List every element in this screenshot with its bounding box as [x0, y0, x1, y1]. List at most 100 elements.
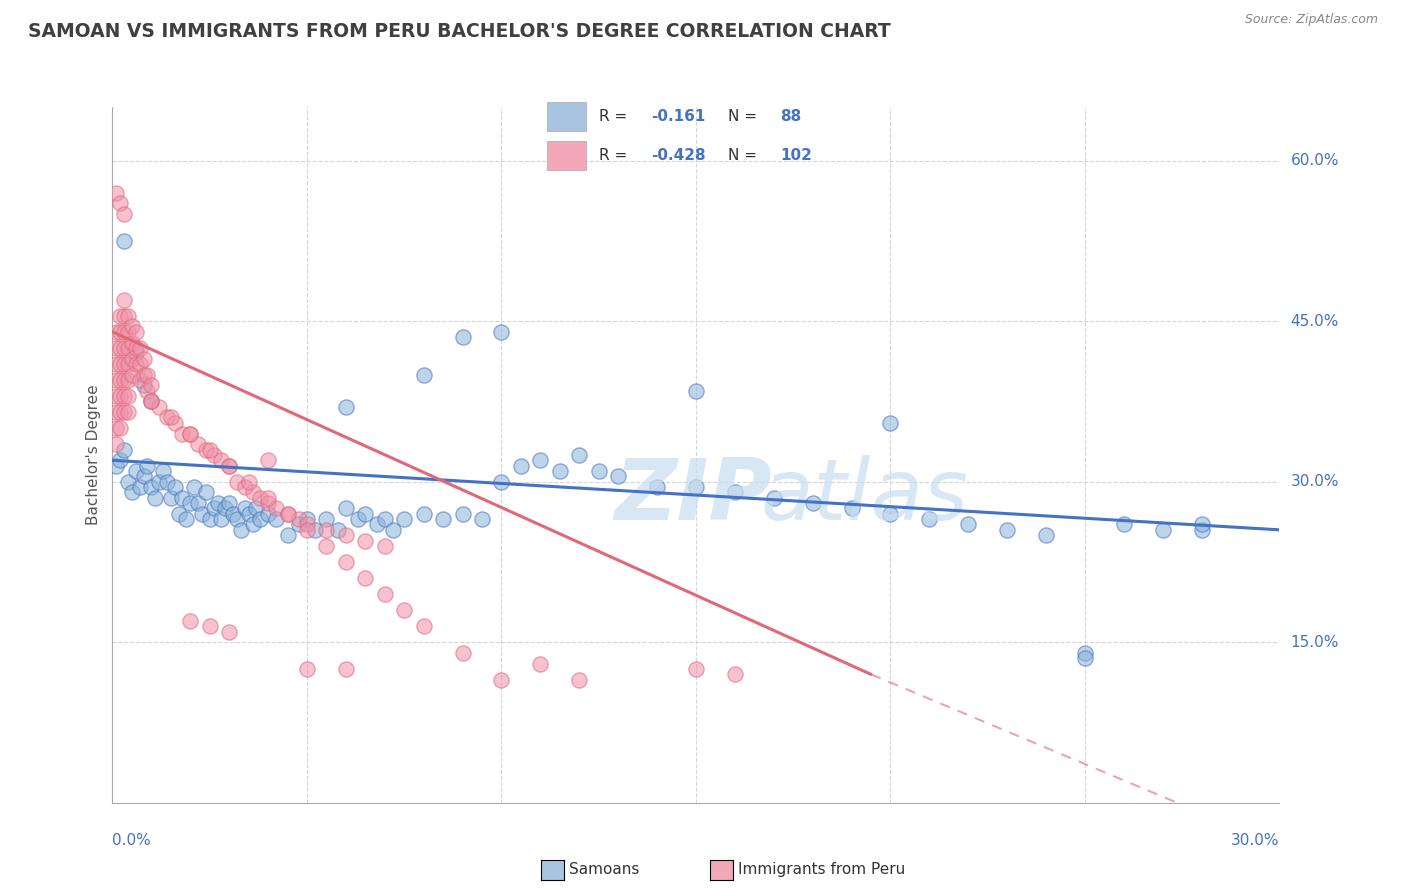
Point	[249, 512, 271, 526]
Point	[110, 325, 132, 339]
Point	[110, 453, 132, 467]
Point	[724, 485, 747, 500]
Point	[202, 448, 225, 462]
Point	[187, 496, 209, 510]
Point	[105, 373, 128, 387]
Point	[152, 464, 174, 478]
Point	[183, 480, 205, 494]
Point	[132, 351, 155, 366]
Point	[136, 384, 159, 398]
Point	[125, 341, 148, 355]
Text: 0.0%: 0.0%	[112, 833, 152, 848]
Point	[141, 394, 163, 409]
Point	[685, 480, 707, 494]
Point	[548, 464, 571, 478]
Point	[141, 480, 163, 494]
Point	[226, 475, 249, 489]
Text: 102: 102	[780, 148, 811, 163]
Point	[242, 485, 264, 500]
Point	[335, 555, 357, 569]
Point	[491, 325, 513, 339]
Point	[218, 458, 240, 473]
Point	[160, 491, 183, 505]
Point	[366, 517, 388, 532]
Point	[112, 234, 135, 248]
Point	[245, 501, 267, 516]
Point	[346, 512, 368, 526]
Point	[112, 357, 135, 371]
Point	[125, 357, 148, 371]
Point	[588, 464, 610, 478]
Point	[163, 480, 186, 494]
Point	[304, 523, 326, 537]
Point	[471, 512, 494, 526]
Point	[801, 496, 824, 510]
Point	[117, 309, 139, 323]
Point	[117, 341, 139, 355]
Text: 30.0%: 30.0%	[1232, 833, 1279, 848]
Text: Immigrants from Peru: Immigrants from Peru	[738, 863, 905, 877]
Point	[568, 448, 591, 462]
Point	[491, 673, 513, 687]
Text: R =: R =	[599, 109, 633, 124]
Bar	[547, 103, 586, 131]
Point	[249, 491, 271, 505]
Point	[209, 512, 232, 526]
Point	[121, 351, 143, 366]
Point	[762, 491, 785, 505]
Point	[207, 496, 229, 510]
Point	[288, 512, 311, 526]
Point	[451, 507, 474, 521]
Point	[112, 373, 135, 387]
Point	[163, 416, 186, 430]
Point	[112, 442, 135, 457]
Point	[238, 475, 260, 489]
Point	[132, 378, 155, 392]
Text: R =: R =	[599, 148, 633, 163]
Point	[222, 507, 245, 521]
Point	[112, 341, 135, 355]
Point	[491, 475, 513, 489]
Point	[233, 480, 256, 494]
Point	[264, 512, 287, 526]
Point	[288, 517, 311, 532]
Point	[121, 319, 143, 334]
Point	[198, 442, 221, 457]
Point	[226, 512, 249, 526]
Point	[568, 673, 591, 687]
Text: 30.0%: 30.0%	[1291, 475, 1339, 489]
Point	[125, 464, 148, 478]
Point	[335, 501, 357, 516]
Point	[110, 373, 132, 387]
Point	[112, 325, 135, 339]
Point	[117, 325, 139, 339]
Point	[105, 458, 128, 473]
Point	[194, 485, 217, 500]
Point	[136, 458, 159, 473]
Text: SAMOAN VS IMMIGRANTS FROM PERU BACHELOR'S DEGREE CORRELATION CHART: SAMOAN VS IMMIGRANTS FROM PERU BACHELOR'…	[28, 22, 891, 41]
Text: atlas: atlas	[761, 455, 969, 538]
Point	[233, 501, 256, 516]
Point	[110, 357, 132, 371]
Text: 45.0%: 45.0%	[1291, 314, 1339, 328]
Point	[335, 400, 357, 414]
Text: ZIP: ZIP	[614, 455, 772, 538]
Point	[238, 507, 260, 521]
Point	[957, 517, 980, 532]
Point	[218, 458, 240, 473]
Text: N =: N =	[728, 148, 762, 163]
Point	[156, 410, 179, 425]
Point	[117, 405, 139, 419]
Point	[218, 624, 240, 639]
Point	[125, 325, 148, 339]
Point	[918, 512, 941, 526]
Point	[105, 357, 128, 371]
Point	[1191, 517, 1213, 532]
Point	[105, 341, 128, 355]
Point	[529, 453, 551, 467]
Point	[432, 512, 454, 526]
Point	[105, 405, 128, 419]
Text: N =: N =	[728, 109, 762, 124]
Point	[295, 662, 318, 676]
Point	[326, 523, 349, 537]
